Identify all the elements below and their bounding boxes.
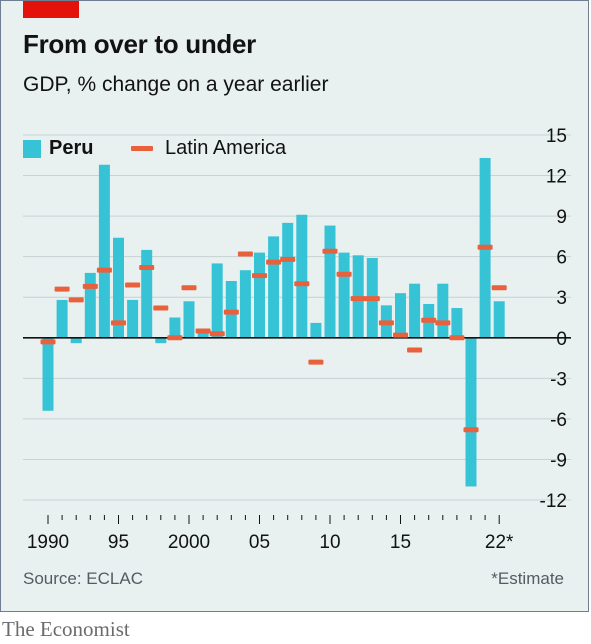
dash-latin-america [252, 273, 267, 279]
bar-peru [169, 317, 181, 338]
y-tick-label: -12 [540, 491, 567, 512]
legend-label-peru: Peru [49, 137, 94, 159]
bar-peru [437, 283, 449, 338]
dash-latin-america [463, 427, 479, 433]
bar-peru [155, 337, 167, 344]
y-tick-label: -9 [550, 450, 567, 471]
bar-peru [296, 214, 308, 338]
y-tick-label: 12 [546, 167, 567, 188]
bar-peru [56, 299, 68, 338]
x-tick-label: 05 [249, 532, 270, 553]
bar-peru [197, 329, 209, 338]
dash-latin-america [209, 331, 225, 337]
brand-wordmark: The Economist [2, 617, 130, 641]
legend-item-latin-america: Latin America [131, 137, 286, 160]
bar-peru [98, 164, 110, 338]
chart-svg: -12 -9 -6 -3 0 3 6 9 12 15 1990 95 2000 05 10 15 22* [23, 126, 571, 553]
dash-latin-america [125, 282, 141, 288]
bar-peru [113, 237, 124, 338]
dash-latin-america [280, 256, 296, 262]
bar-peru [282, 222, 294, 338]
bar-peru [254, 252, 265, 338]
legend-swatch-latin-america [131, 146, 153, 151]
y-tick-label: 3 [556, 288, 567, 309]
bar-peru [465, 337, 477, 487]
x-tick-label: 15 [390, 532, 411, 553]
dash-latin-america [82, 283, 98, 289]
dash-latin-america [40, 339, 56, 345]
dash-latin-america [167, 335, 183, 341]
chart-panel: From over to under GDP, % change on a ye… [0, 0, 589, 612]
bar-peru [268, 236, 280, 338]
dash-latin-america [266, 259, 282, 265]
x-tick-label: 95 [108, 532, 129, 553]
dash-latin-america [96, 267, 112, 273]
source-note: Source: ECLAC [23, 569, 143, 588]
dash-latin-america [407, 347, 423, 353]
dash-latin-america [491, 285, 507, 291]
bar-peru [451, 308, 463, 338]
legend-item-peru: Peru [23, 137, 93, 160]
dash-latin-america [322, 248, 338, 254]
dash-latin-america [336, 271, 352, 277]
chart-subtitle: GDP, % change on a year earlier [23, 73, 329, 96]
brand-red-tab [23, 1, 79, 18]
dash-latin-america [378, 320, 394, 326]
y-tick-label: 15 [546, 126, 567, 147]
dash-latin-america [294, 281, 310, 287]
dash-latin-america [68, 297, 84, 303]
bar-peru [127, 299, 139, 338]
dash-latin-america [111, 320, 126, 326]
dash-latin-america [393, 332, 408, 338]
y-tick-label: 9 [556, 207, 567, 228]
y-tick-label: 6 [556, 248, 567, 269]
dash-latin-america [195, 328, 211, 334]
dash-latin-america [54, 286, 70, 292]
dash-latin-america [153, 305, 169, 311]
legend-label-latin-america: Latin America [165, 137, 287, 159]
x-tick-label: 22* [485, 532, 514, 553]
bar-peru [183, 301, 195, 338]
dash-latin-america [237, 251, 253, 257]
chart-title: From over to under [23, 29, 256, 59]
dash-latin-america [350, 296, 366, 302]
bar-peru [42, 337, 54, 411]
bar-peru [395, 293, 406, 338]
y-tick-label: 0 [556, 329, 567, 350]
x-tick-label: 10 [319, 532, 340, 553]
bar-peru [225, 281, 237, 338]
bar-peru [141, 249, 153, 338]
x-tick-label: 2000 [168, 532, 210, 553]
bar-peru [84, 272, 96, 338]
dash-latin-america [449, 335, 465, 341]
dash-latin-america [421, 317, 437, 323]
dash-latin-america [223, 309, 239, 315]
y-tick-label: -3 [550, 369, 567, 390]
bar-peru [493, 301, 505, 338]
dash-latin-america [435, 320, 451, 326]
y-tick-label: -6 [550, 410, 567, 431]
dash-latin-america [308, 359, 324, 365]
bar-peru [239, 270, 251, 338]
estimate-footnote: *Estimate [491, 569, 564, 588]
bar-peru [211, 263, 223, 338]
legend-swatch-peru [23, 139, 41, 158]
bar-peru [338, 252, 350, 338]
dash-latin-america [477, 244, 493, 250]
dash-latin-america [139, 264, 155, 270]
dash-latin-america [364, 296, 380, 302]
bar-peru [409, 283, 421, 338]
bar-peru [70, 337, 82, 344]
bar-peru [324, 225, 336, 338]
dash-latin-america [181, 285, 197, 291]
bar-peru [310, 322, 322, 338]
x-tick-label: 1990 [27, 532, 69, 553]
